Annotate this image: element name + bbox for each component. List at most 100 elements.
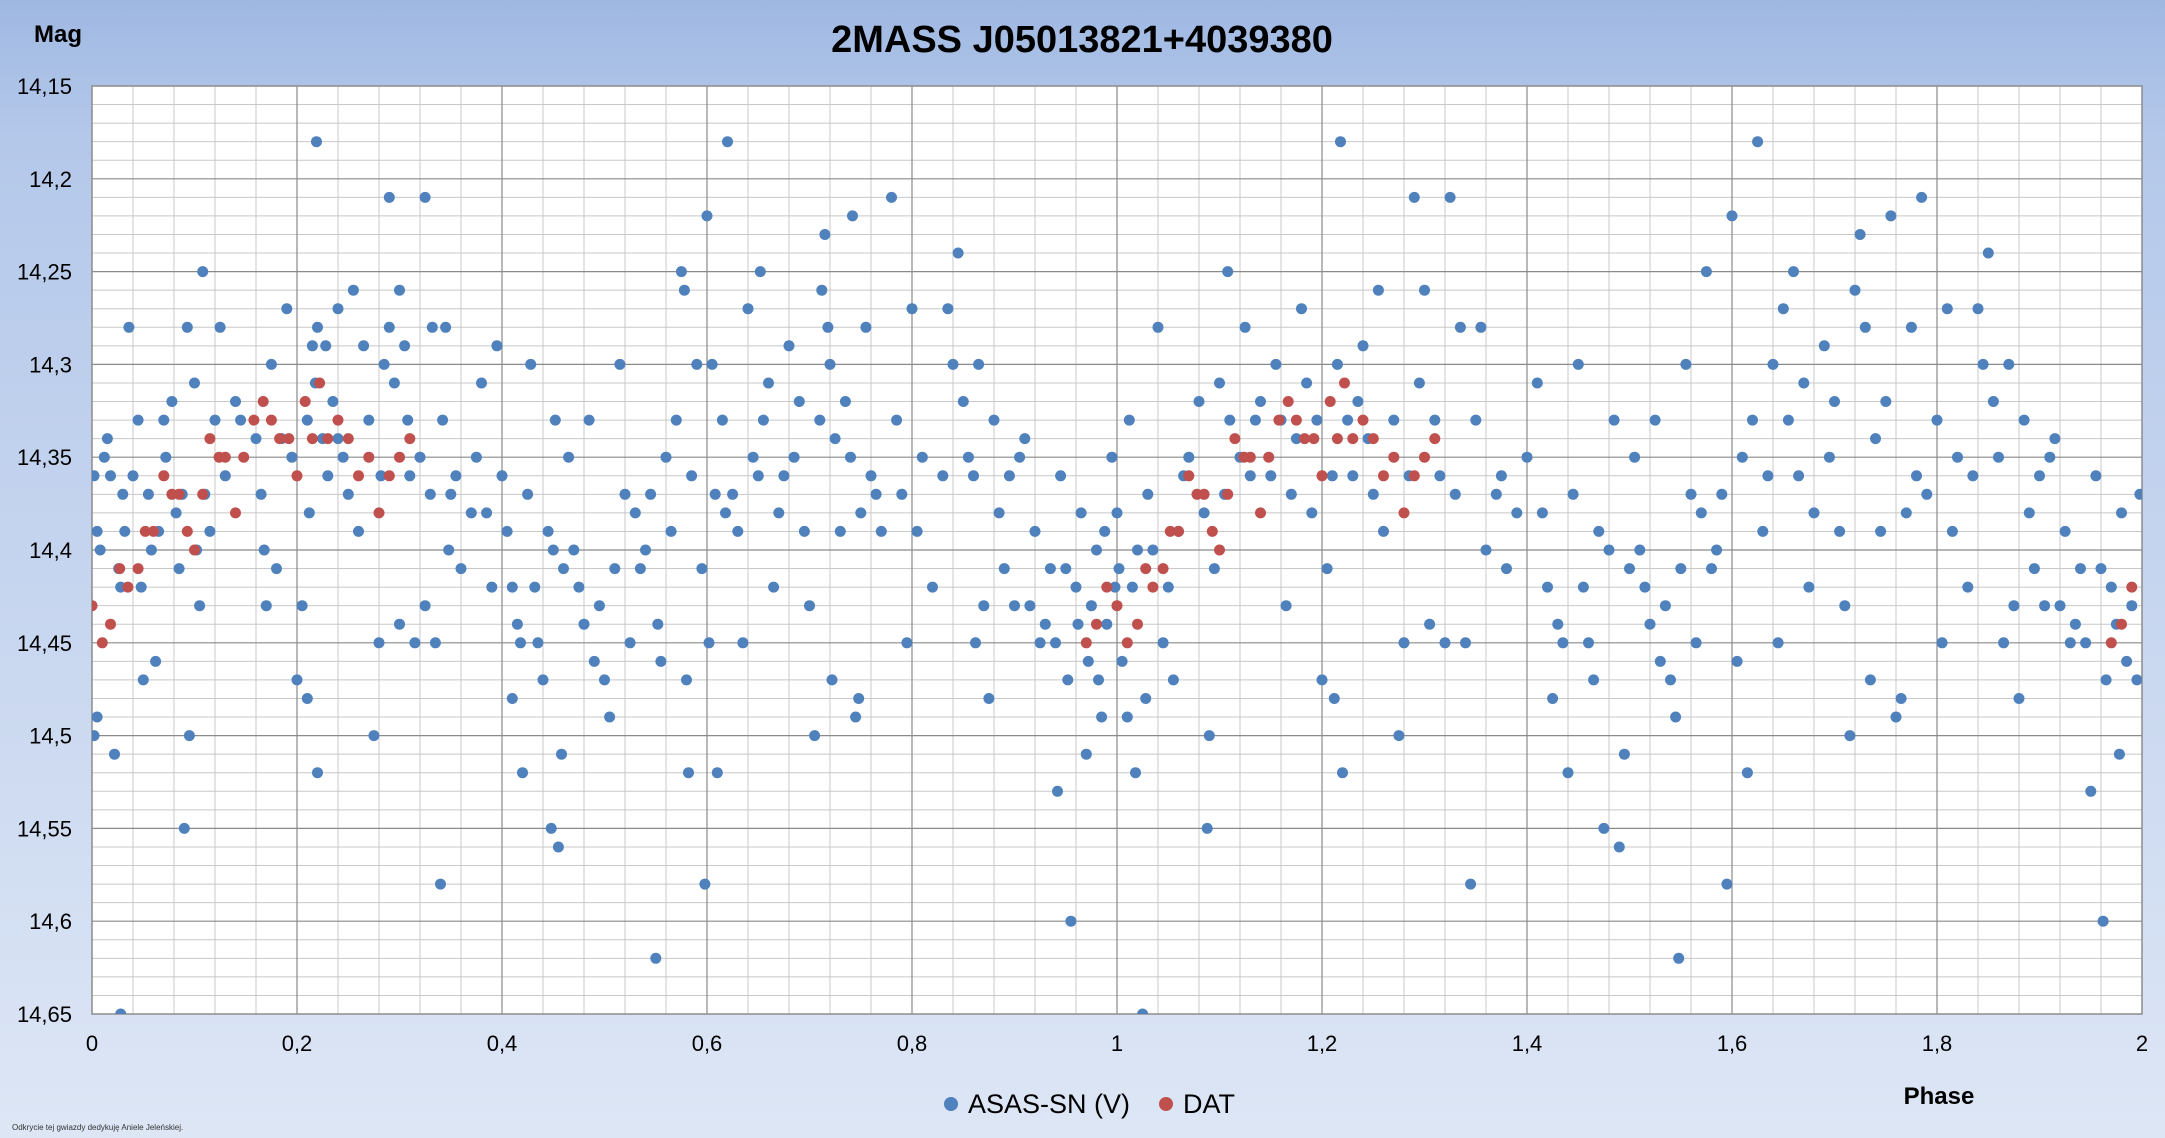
asas-sn-point [952,247,964,259]
asas-sn-point [1265,470,1277,482]
asas-sn-point [135,581,147,593]
asas-sn-point [699,878,711,890]
asas-sn-point [1475,321,1487,333]
asas-sn-point [1183,451,1195,463]
asas-sn-point [1372,284,1384,296]
asas-sn-point [768,581,780,593]
y-tick-labels: 14,15 14,2 14,25 14,3 14,35 14,4 14,45 14,5 14,5… [17,74,72,1027]
asas-sn-point [660,451,672,463]
asas-sn-point [92,711,103,723]
dat-point [248,414,260,426]
asas-sn-point [2095,563,2107,575]
asas-sn-point [437,414,449,426]
dat-point [2116,618,2127,630]
asas-sn-point [1429,414,1441,426]
asas-sn-point [1111,507,1123,519]
asas-sn-point [1618,748,1630,760]
asas-sn-point [1009,600,1020,612]
asas-sn-point [183,730,195,742]
dat-point [1157,563,1169,575]
asas-sn-point [1060,563,1072,575]
dat-point [1398,507,1410,519]
asas-sn-point [443,544,455,556]
asas-sn-point [1019,433,1031,445]
y-tick-label: 14,35 [17,445,72,470]
asas-sn-point [506,581,518,593]
asas-sn-point [978,600,990,612]
dat-point [122,581,134,593]
asas-sn-point [347,284,359,296]
x-tick-label: 0,2 [282,1031,313,1056]
asas-sn-point [1670,711,1682,723]
asas-sn-point [1577,581,1589,593]
asas-sn-point [1470,414,1482,426]
y-tick-label: 14,55 [17,816,72,841]
asas-sn-point [501,525,513,537]
dat-point [353,470,364,482]
asas-sn-point [109,748,120,760]
asas-sn-point [773,507,785,519]
dat-point [1357,414,1369,426]
asas-sn-point [2090,470,2102,482]
asas-sn-point [402,414,414,426]
asas-sn-point [1055,470,1067,482]
asas-sn-point [476,377,487,389]
y-tick-label: 14,3 [29,352,72,377]
asas-sn-point [440,321,452,333]
asas-sn-point [778,470,790,482]
asas-sn-point [793,396,805,407]
asas-sn-point [1967,470,1979,482]
asas-sn-point [665,525,677,537]
asas-sn-point [1062,674,1074,686]
asas-sn-point [1952,451,1963,463]
asas-sn-point [993,507,1005,519]
asas-sn-point [1249,414,1261,426]
asas-sn-point [1941,303,1953,315]
asas-sn-point [271,563,282,575]
asas-sn-point [399,340,411,352]
asas-sn-point [517,767,528,779]
dat-point [114,563,126,575]
asas-sn-point [394,618,405,630]
asas-sn-point [1572,358,1584,370]
asas-sn-point [1109,581,1121,593]
asas-sn-point [301,693,313,704]
asas-sn-point [1741,767,1753,779]
asas-sn-point [98,451,110,463]
asas-sn-point [455,563,467,575]
asas-sn-point [137,674,149,686]
asas-sn-point [1132,544,1143,556]
asas-sn-point [1167,674,1179,686]
asas-sn-point [706,358,718,370]
asas-sn-point [757,414,769,426]
asas-sn-point [822,321,834,333]
asas-sn-point [701,210,713,222]
asas-sn-point [752,470,764,482]
dat-point [291,470,303,482]
asas-sn-point [1639,581,1651,593]
asas-sn-point [1762,470,1774,482]
asas-sn-point [645,488,657,500]
dat-point [1198,488,1210,500]
asas-sn-point [1854,229,1866,240]
asas-sn-point [1747,414,1758,426]
asas-sn-point [1808,507,1820,519]
asas-sn-point [170,507,182,519]
asas-sn-point [819,229,831,240]
asas-sn-point [1285,488,1297,500]
asas-sn-point [703,637,715,649]
asas-sn-point [1659,600,1671,612]
asas-sn-point [583,414,595,426]
x-axis-label: Phase [1904,1083,1975,1110]
dat-point [1388,451,1400,463]
asas-sn-point [824,358,836,370]
asas-sn-point [716,414,728,426]
asas-sn-point [1844,730,1856,742]
asas-sn-point [545,822,557,834]
x-tick-label: 1,6 [1717,1031,1748,1056]
asas-sn-point [445,488,457,500]
asas-sn-point [1301,377,1313,389]
asas-sn-point [2003,358,2015,370]
asas-sn-point [1547,693,1559,704]
asas-sn-point [1224,414,1236,426]
